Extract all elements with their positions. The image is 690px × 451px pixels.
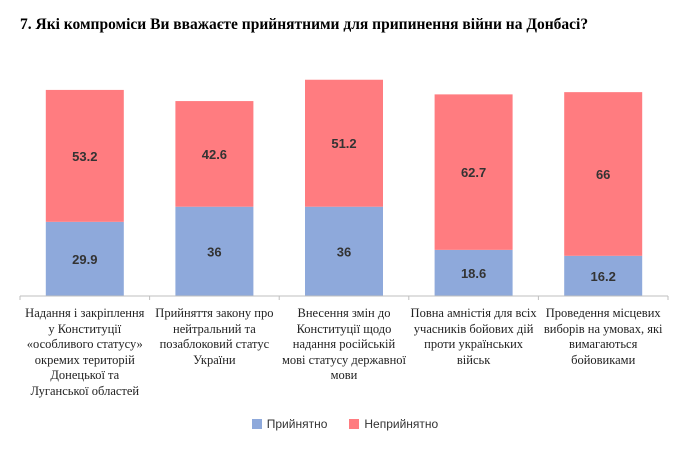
stacked-bar-chart: 29.9 53.2 36 42.6 36 51.2 18.6 62.7 16.2 66: [19, 79, 669, 300]
legend-swatch-unaccepted: [349, 419, 360, 429]
bar-unaccepted-5: [564, 92, 643, 256]
bar-accepted-2: [175, 206, 254, 296]
category-label-1: Надання і закріплення у Конституції «осо…: [25, 306, 145, 398]
value-label-unaccepted-1: 53.2: [72, 149, 97, 164]
legend-item-accepted: Прийнятно: [251, 417, 328, 431]
value-label-unaccepted-2: 42.6: [202, 147, 227, 162]
category-label-3: Внесення змін до Конституції щодо наданн…: [281, 306, 406, 382]
chart-title: 7. Які компроміси Ви вважаєте прийнятним…: [20, 16, 589, 33]
category-label-2: Прийняття закону про нейтральний та поза…: [155, 306, 274, 367]
category-label-5: Проведення місцевих виборів на умовах, я…: [543, 306, 663, 367]
legend-label-accepted: Прийнятно: [266, 417, 328, 431]
value-label-accepted-1: 29.9: [72, 252, 97, 267]
value-label-accepted-5: 16.2: [591, 269, 616, 284]
bar-accepted-5: [564, 255, 643, 296]
value-label-accepted-3: 36: [337, 244, 351, 259]
bar-accepted-4: [434, 249, 513, 296]
legend: Прийнятно Неприйнятно: [0, 417, 690, 431]
value-label-unaccepted-3: 51.2: [331, 136, 356, 151]
legend-swatch-accepted: [251, 419, 262, 429]
value-label-unaccepted-5: 66: [596, 167, 610, 182]
bar-unaccepted-4: [434, 94, 513, 250]
value-label-accepted-2: 36: [207, 244, 221, 259]
legend-item-unaccepted: Неприйнятно: [349, 417, 438, 431]
category-label-4: Повна амністія для всіх учасників бойови…: [410, 306, 537, 367]
bar-unaccepted-2: [175, 101, 254, 207]
value-label-accepted-4: 18.6: [461, 266, 486, 281]
bar-accepted-1: [45, 221, 124, 296]
value-label-unaccepted-4: 62.7: [461, 165, 486, 180]
legend-label-unaccepted: Неприйнятно: [364, 417, 439, 431]
bar-unaccepted-1: [45, 89, 124, 222]
bar-accepted-3: [305, 206, 383, 296]
bar-unaccepted-3: [305, 79, 383, 207]
